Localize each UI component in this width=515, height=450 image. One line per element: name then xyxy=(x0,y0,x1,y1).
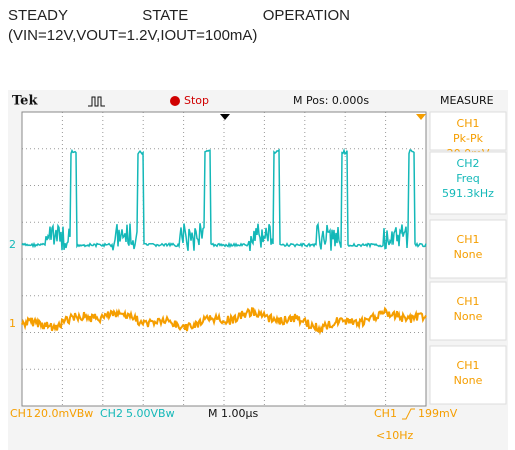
channel-marker: 2 xyxy=(9,238,16,251)
page: {"caption":{"line1":"STEADY STATE OPERAT… xyxy=(0,0,515,450)
trigger-freq: <10Hz xyxy=(376,429,413,442)
channel-marker: 1 xyxy=(9,317,16,330)
measure-text: CH1 xyxy=(457,117,480,130)
ch1-scale: 20.0mVBw xyxy=(34,407,93,420)
scope-screen: Tek Stop M Pos: 0.000s MEASURE CH1 Pk-Pk 2… xyxy=(0,0,515,450)
measure-text: CH1 xyxy=(457,295,480,308)
position: M Pos: 0.000s xyxy=(293,94,369,107)
stop-dot xyxy=(170,96,180,106)
measure-text: 591.3kHz xyxy=(442,187,494,200)
ch2-label: CH2 xyxy=(100,407,123,420)
measure-text: None xyxy=(454,310,483,323)
measure-text: CH2 xyxy=(457,157,480,170)
trigger-level-text: 199mV xyxy=(418,407,458,420)
measure-panel: CH1Pk-Pk20.0mVCH2Freq591.3kHzCH1NoneCH1N… xyxy=(430,112,506,404)
measure-text: Pk-Pk xyxy=(453,132,484,145)
timebase: M 1.00µs xyxy=(208,407,258,420)
measure-text: CH1 xyxy=(457,359,480,372)
menu-title: MEASURE xyxy=(440,94,494,107)
ch1-label: CH1 xyxy=(10,407,33,420)
measure-text: None xyxy=(454,248,483,261)
ch2-scale: 5.00VBw xyxy=(126,407,175,420)
measure-text: None xyxy=(454,374,483,387)
status: Stop xyxy=(184,94,209,107)
measure-text: Freq xyxy=(456,172,480,185)
trigger-source: CH1 xyxy=(374,407,397,420)
measure-text: CH1 xyxy=(457,233,480,246)
brand: Tek xyxy=(12,94,38,109)
